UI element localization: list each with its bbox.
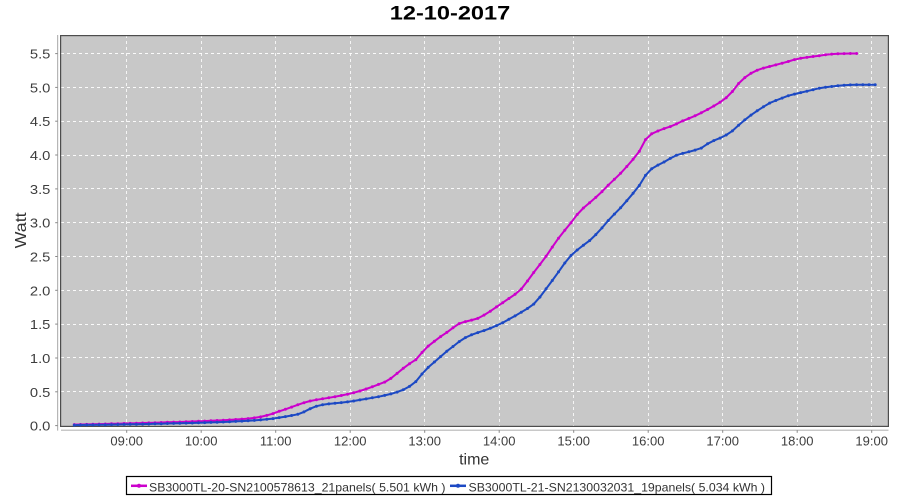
svg-text:13:00: 13:00	[408, 434, 441, 449]
svg-text:3.0: 3.0	[30, 216, 51, 231]
svg-text:16:00: 16:00	[632, 434, 665, 449]
svg-text:time: time	[459, 452, 489, 469]
svg-text:0.0: 0.0	[30, 419, 51, 434]
svg-text:18:00: 18:00	[781, 434, 814, 449]
svg-text:0.5: 0.5	[30, 385, 51, 400]
svg-text:10:00: 10:00	[185, 434, 218, 449]
svg-text:11:00: 11:00	[260, 434, 292, 449]
svg-text:2.0: 2.0	[30, 283, 51, 298]
svg-text:SB3000TL-20-SN2100578613_21pan: SB3000TL-20-SN2100578613_21panels( 5.501…	[149, 480, 446, 494]
svg-text:09:00: 09:00	[110, 434, 143, 449]
svg-text:1.0: 1.0	[30, 351, 51, 366]
svg-text:15:00: 15:00	[557, 434, 590, 449]
svg-text:Watt: Watt	[13, 212, 30, 249]
svg-text:14:00: 14:00	[483, 434, 516, 449]
svg-text:5.0: 5.0	[30, 80, 51, 95]
svg-text:SB3000TL-21-SN2130032031_19pan: SB3000TL-21-SN2130032031_19panels( 5.034…	[469, 480, 766, 494]
svg-text:12-10-2017: 12-10-2017	[390, 4, 511, 25]
svg-text:4.0: 4.0	[30, 148, 51, 163]
svg-text:1.5: 1.5	[30, 317, 51, 332]
svg-text:3.5: 3.5	[30, 182, 51, 197]
svg-text:5.5: 5.5	[30, 47, 51, 62]
svg-text:19:00: 19:00	[855, 434, 888, 449]
svg-text:4.5: 4.5	[30, 114, 51, 129]
svg-text:12:00: 12:00	[334, 434, 367, 449]
svg-text:17:00: 17:00	[706, 434, 739, 449]
svg-text:2.5: 2.5	[30, 250, 51, 265]
